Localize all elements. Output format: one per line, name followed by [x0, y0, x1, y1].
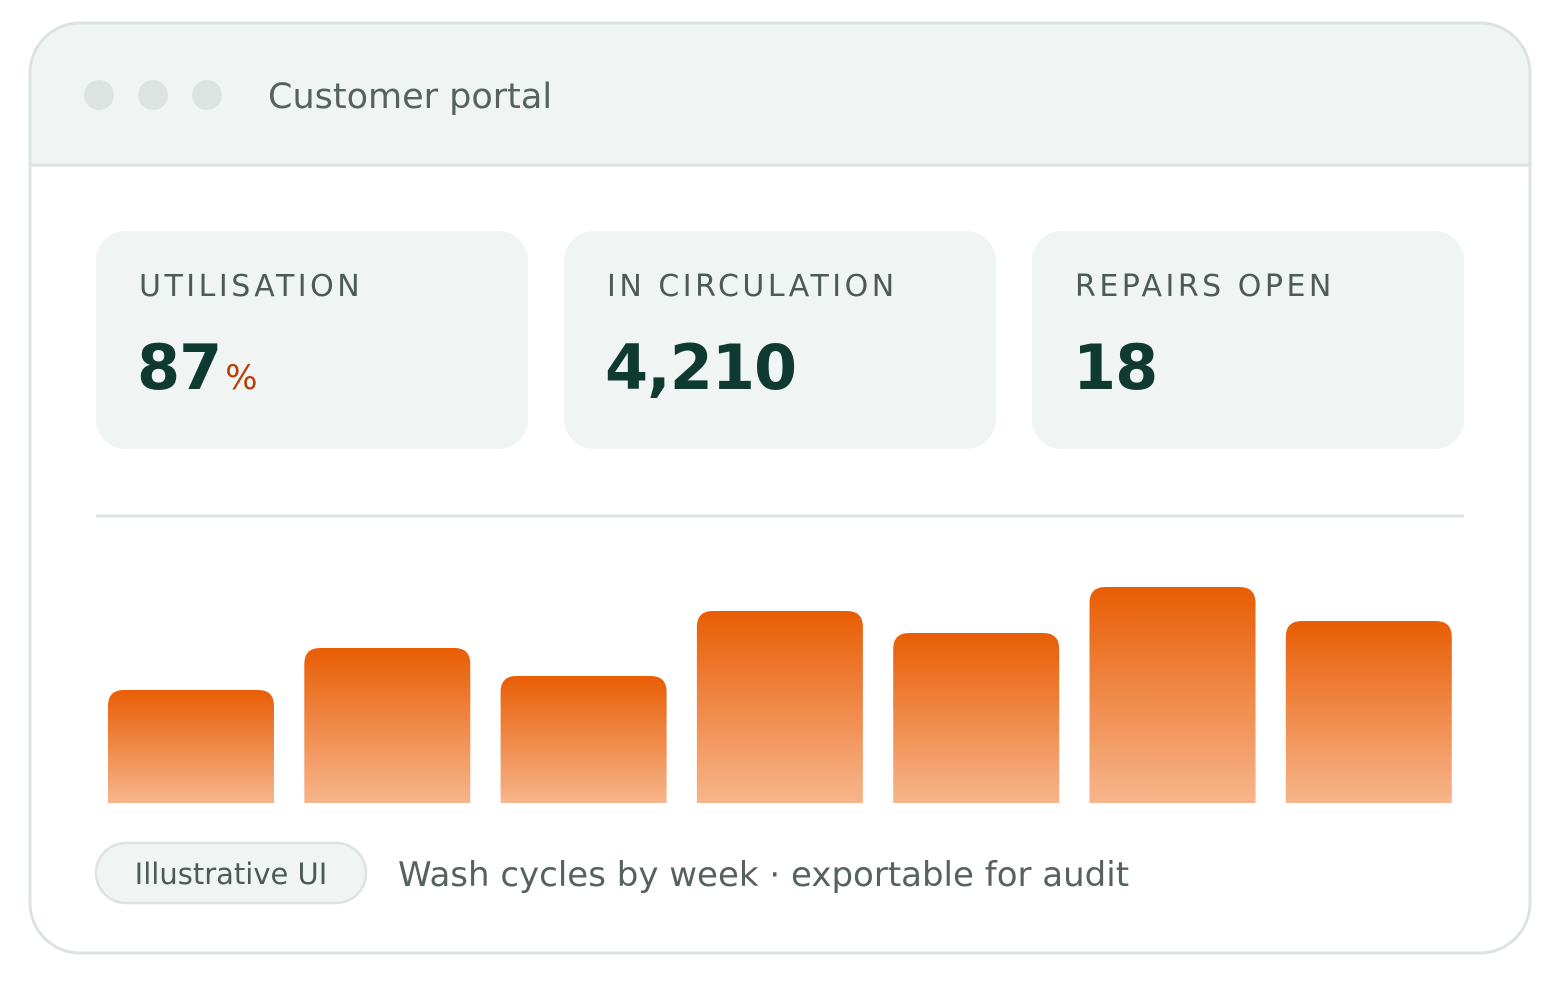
metric-number: 4,210: [605, 331, 796, 404]
window-dot[interactable]: [192, 80, 222, 110]
metric-card: [564, 231, 996, 449]
metric-value: 4,210: [605, 331, 796, 404]
metric-label: REPAIRS OPEN: [1075, 269, 1335, 304]
bar: [893, 633, 1060, 803]
window-border: [28, 21, 1532, 955]
metric-label: UTILISATION: [139, 269, 363, 304]
bar: [1089, 587, 1256, 803]
metric-value: 87%: [137, 331, 258, 404]
bar: [1285, 621, 1452, 803]
metric-number: 18: [1073, 331, 1157, 404]
bar: [696, 611, 863, 803]
metric-unit: %: [225, 358, 257, 398]
window-title: Customer portal: [268, 77, 552, 117]
bar: [108, 690, 274, 803]
metric-number: 87: [137, 331, 221, 404]
title-bar: [30, 23, 1530, 165]
badge-pill: [94, 841, 368, 905]
metric-label: IN CIRCULATION: [607, 269, 898, 304]
chart-caption: Wash cycles by week · exportable for aud…: [398, 855, 1129, 895]
window-dot[interactable]: [138, 80, 168, 110]
metric-value: 18: [1073, 331, 1157, 404]
window-dot[interactable]: [84, 80, 114, 110]
badge-text: Illustrative UI: [135, 857, 328, 891]
bar: [304, 648, 471, 803]
metric-card: [1032, 231, 1464, 449]
metric-card: [96, 231, 528, 449]
window: [30, 23, 1530, 953]
bar: [500, 676, 667, 803]
